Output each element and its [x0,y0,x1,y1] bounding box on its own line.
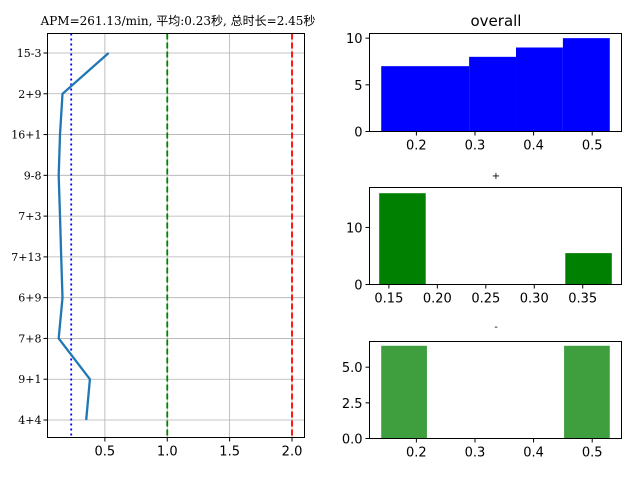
p1-x-tick-label: 0.5 [582,139,603,154]
p3-y-tick-label: 2.5 [342,397,363,412]
p1-y-tick-label: 5 [354,79,362,94]
left-y-tick-label: 6+9 [18,292,41,305]
p3-x-tick-label: 0.3 [465,446,486,461]
p1-y-tick-label: 10 [346,32,363,47]
overall-frame [369,33,622,132]
left-y-tick-label: 16+1 [11,129,41,142]
p3-y-tick-label: 5.0 [342,361,363,376]
left-line-chart: APM=261.13/min, 平均:0.23秒, 总时长=2.45秒 0.5 1… [11,14,315,460]
left-x-tick-label: 1.0 [157,445,178,460]
p1-bar [381,66,470,132]
p1-bar [516,47,563,132]
left-y-tick-label: 9+1 [18,373,41,386]
p1-y-tick-label: 0 [354,126,362,141]
plus-title: + [492,171,500,182]
p1-bar [562,38,610,132]
left-y-tick-label: 7+3 [18,210,41,223]
overall-title: overall [471,12,522,30]
time-series-line [57,52,110,421]
minus-title: - [494,322,498,333]
left-y-tick-label: 7+13 [11,251,41,264]
left-x-tick-label: 1.5 [219,445,240,460]
minus-frame [369,341,622,439]
p2-x-tick-label: 0.25 [471,292,500,307]
left-y-tick-label: 7+8 [18,332,41,345]
p2-x-tick-label: 0.35 [568,292,597,307]
p3-x-tick-label: 0.4 [523,446,544,461]
left-x-tick-label: 0.5 [95,445,116,460]
p3-x-tick-label: 0.5 [582,446,603,461]
p3-x-tick-label: 0.2 [406,446,427,461]
plus-frame [369,187,622,285]
left-x-tick-label: 2.0 [282,445,303,460]
left-y-tick-label: 4+4 [18,414,41,427]
left-y-tick-label: 2+9 [18,88,41,101]
left-chart-title: APM=261.13/min, 平均:0.23秒, 总时长=2.45秒 [40,14,316,28]
p2-bar [565,253,612,285]
p3-bar [564,345,610,439]
p1-x-tick-label: 0.3 [465,139,486,154]
overall-histogram: overall 0.2 0.3 0.4 0.5 0 5 10 [346,12,622,154]
p1-bar [469,56,517,132]
left-y-tick-label: 15-3 [17,47,42,60]
p1-x-tick-label: 0.4 [523,139,544,154]
p1-x-tick-label: 0.2 [406,139,427,154]
left-y-tick-label: 9-8 [24,169,42,182]
plus-histogram: + 0.15 0.20 0.25 0.30 0.35 0 10 [346,171,622,307]
p2-x-tick-label: 0.20 [423,292,452,307]
p2-x-tick-label: 0.15 [374,292,403,307]
p3-bar [381,345,427,439]
p2-bar [379,193,426,285]
p2-y-tick-label: 0 [354,279,362,294]
minus-histogram: - 0.2 0.3 0.4 0.5 0.0 2.5 5.0 [342,322,622,461]
left-chart-frame [47,33,305,438]
p3-y-tick-label: 0.0 [342,433,363,448]
p2-x-tick-label: 0.30 [520,292,549,307]
p2-y-tick-label: 10 [346,221,363,236]
